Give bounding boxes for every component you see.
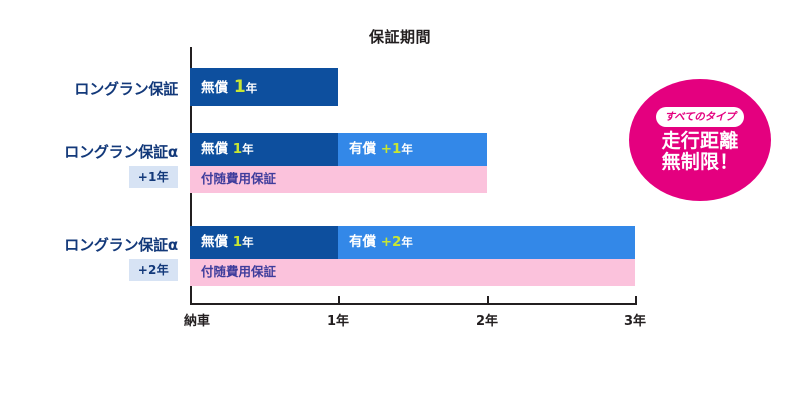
page-title: 保証期間 [368,28,431,46]
unlimited-mileage-seal: すべてのタイプ 走行距離 無制限！ [629,79,771,201]
bar-row3-paid-label: 有償 +2年 [349,233,413,250]
row-label-longrun-alpha-plus1: ロングラン保証α [64,143,178,161]
x-axis-line [190,303,637,305]
bar-row2-extra: 付随費用保証 [190,166,487,193]
row-badge-plus1: +1年 [128,166,178,188]
seal-line-2: 無制限！ [661,151,739,173]
seal-line-1: 走行距離 [661,129,739,152]
row-badge-plus1-text: +1年 [128,166,178,188]
x-tick-label-2: 2年 [475,314,499,329]
bar-row3-paid: 有償 +2年 [338,226,635,259]
row-badge-plus2: +2年 [128,259,178,281]
x-tick-1 [338,296,340,305]
bar-row2-paid-label: 有償 +1年 [349,140,413,157]
bar-row2-free-label: 無償 1年 [201,140,254,157]
bar-row1-free-label: 無償 1年 [201,76,258,97]
row-badge-plus2-text: +2年 [128,259,178,281]
seal-pill-label: すべてのタイプ [655,106,745,127]
bar-row1-free: 無償 1年 [190,68,338,106]
x-tick-2 [487,296,489,305]
bar-row3-free: 無償 1年 [190,226,338,259]
x-tick-label-0: 納車 [184,314,211,329]
bar-row3-free-label: 無償 1年 [201,233,254,250]
bar-row3-extra-label: 付随費用保証 [201,264,277,280]
row-label-longrun-alpha-plus2: ロングラン保証α [64,236,178,254]
x-tick-label-1: 1年 [326,314,350,329]
x-tick-label-3: 3年 [623,314,647,329]
bar-row3-extra: 付随費用保証 [190,259,635,286]
x-tick-0 [190,296,192,305]
row-label-longrun: ロングラン保証 [74,80,178,98]
bar-row2-free: 無償 1年 [190,133,338,166]
bar-row2-paid: 有償 +1年 [338,133,487,166]
x-tick-3 [635,296,637,305]
bar-row2-extra-label: 付随費用保証 [201,171,277,187]
